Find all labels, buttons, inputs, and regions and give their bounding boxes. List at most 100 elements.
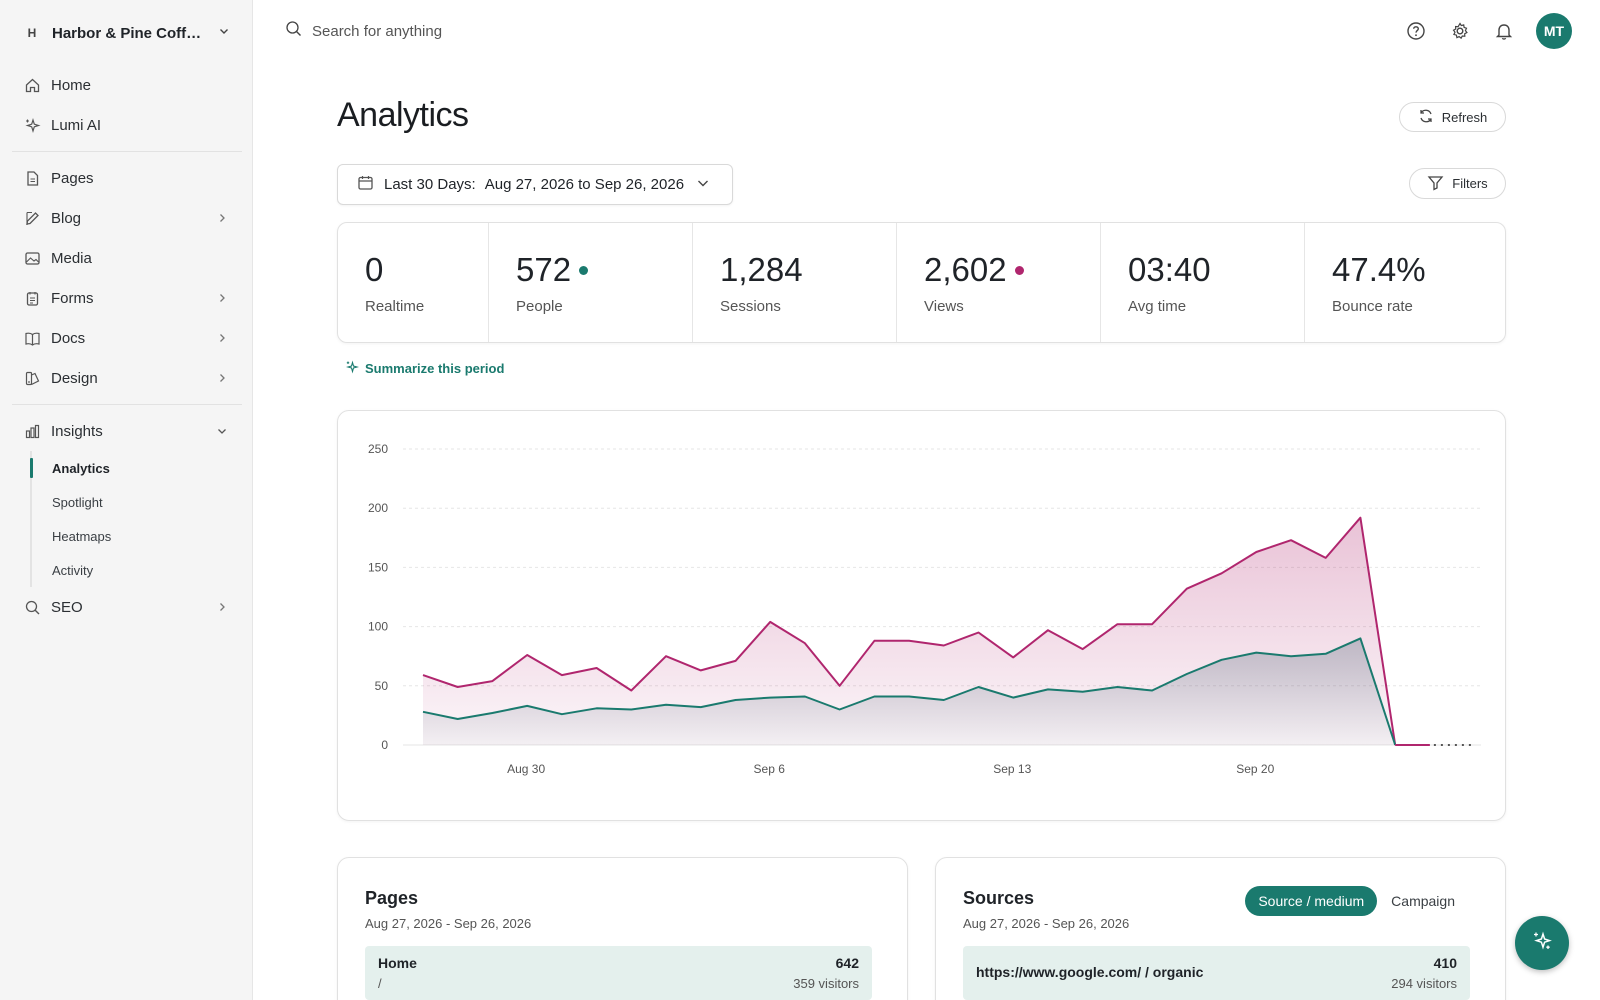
divider <box>12 404 242 405</box>
sidebar-item-activity[interactable]: Activity <box>52 562 94 578</box>
sidebar-item-docs[interactable]: Docs <box>12 318 242 358</box>
row-value: 642 <box>835 955 859 971</box>
sidebar: H Harbor & Pine Coff… Home Lumi AI Pages… <box>0 0 253 1000</box>
views-area <box>423 517 1396 745</box>
bell-icon[interactable] <box>1492 19 1516 43</box>
row-visitors: 294 visitors <box>1391 976 1457 991</box>
sidebar-item-seo[interactable]: SEO <box>12 587 242 627</box>
sidebar-item-blog[interactable]: Blog <box>12 198 242 238</box>
sidebar-item-heatmaps[interactable]: Heatmaps <box>52 528 112 544</box>
refresh-label: Refresh <box>1441 109 1488 125</box>
page-icon <box>22 168 42 188</box>
date-range-value: Aug 27, 2026 to Sep 26, 2026 <box>484 176 685 193</box>
sidebar-item-pages[interactable]: Pages <box>12 158 242 198</box>
org-name: Harbor & Pine Coff… <box>52 24 202 42</box>
calendar-icon <box>357 174 374 195</box>
card-date-range: Aug 27, 2026 - Sep 26, 2026 <box>365 916 532 931</box>
stat-value: 1,284 <box>720 251 803 288</box>
sidebar-item-insights[interactable]: Insights <box>12 411 242 451</box>
stat-bounce-rate[interactable]: 47.4% Bounce rate <box>1305 223 1505 342</box>
row-visitors: 359 visitors <box>793 976 859 991</box>
refresh-icon <box>1418 108 1442 127</box>
divider <box>12 151 242 152</box>
stat-label: Sessions <box>720 298 781 315</box>
table-row[interactable]: https://www.google.com/ / organic 410 29… <box>963 946 1470 1000</box>
gear-icon[interactable] <box>1448 19 1472 43</box>
people-line <box>422 637 1397 746</box>
form-icon <box>22 288 42 308</box>
row-name: https://www.google.com/ / organic <box>976 964 1204 980</box>
image-icon <box>22 248 42 268</box>
stat-people[interactable]: 572 People <box>489 223 693 342</box>
stat-views[interactable]: 2,602 Views <box>897 223 1101 342</box>
sidebar-item-media[interactable]: Media <box>12 238 242 278</box>
search-bar[interactable]: Search for anything <box>285 20 442 42</box>
y-tick-label: 200 <box>368 501 388 515</box>
table-row[interactable]: Home / 642 359 visitors <box>365 946 872 1000</box>
sidebar-item-label: Lumi AI <box>51 116 102 134</box>
top-actions: MT <box>1384 13 1572 49</box>
sparkle-icon <box>22 115 42 135</box>
chevron-right-icon <box>216 211 228 228</box>
pages-card: Pages Aug 27, 2026 - Sep 26, 2026 Home /… <box>337 857 908 1000</box>
sidebar-item-label: Insights <box>51 422 103 440</box>
sources-card: Sources Aug 27, 2026 - Sep 26, 2026 Sour… <box>935 857 1506 1000</box>
stat-sessions[interactable]: 1,284 Sessions <box>693 223 897 342</box>
sidebar-item-spotlight[interactable]: Spotlight <box>52 494 103 510</box>
sparkle-icon <box>1531 930 1553 957</box>
stat-value: 03:40 <box>1128 251 1211 288</box>
x-tick-label: Sep 20 <box>1236 762 1274 776</box>
sidebar-item-analytics[interactable]: Analytics <box>30 451 242 485</box>
analytics-chart: 0 50 100 150 200 250 Aug 30 Sep 6 Sep 13 Sep 20 <box>368 442 1481 776</box>
filters-label: Filters <box>1452 176 1488 191</box>
sidebar-item-home[interactable]: Home <box>12 65 242 105</box>
avatar[interactable]: MT <box>1536 13 1572 49</box>
stat-label: Bounce rate <box>1332 298 1413 315</box>
y-tick-label: 50 <box>375 679 389 693</box>
sidebar-item-label: Forms <box>51 289 94 307</box>
sidebar-item-forms[interactable]: Forms <box>12 278 242 318</box>
source-tabs: Source / medium Campaign <box>1245 886 1469 916</box>
date-range-picker[interactable]: Last 30 Days: Aug 27, 2026 to Sep 26, 20… <box>337 164 733 205</box>
stat-value: 47.4% <box>1332 251 1426 288</box>
org-switcher[interactable]: H Harbor & Pine Coff… <box>22 22 234 44</box>
chevron-right-icon <box>216 600 228 617</box>
filters-button[interactable]: Filters <box>1409 168 1506 199</box>
ai-assistant-button[interactable] <box>1515 916 1569 970</box>
stat-label: Views <box>924 298 964 315</box>
tab-source-medium[interactable]: Source / medium <box>1245 886 1378 916</box>
help-icon[interactable] <box>1404 19 1428 43</box>
date-range-label: Last 30 Days: <box>384 176 476 193</box>
stat-realtime[interactable]: 0 Realtime <box>338 223 489 342</box>
chevron-right-icon <box>216 371 228 388</box>
chevron-down-icon <box>218 24 230 42</box>
y-tick-label: 150 <box>368 560 388 574</box>
people-area <box>423 638 1396 745</box>
sidebar-item-label: Blog <box>51 209 82 227</box>
sidebar-item-label: Design <box>51 369 98 387</box>
stat-value: 572 <box>516 251 572 288</box>
tab-campaign[interactable]: Campaign <box>1391 893 1455 909</box>
search-icon <box>285 20 302 42</box>
row-value: 410 <box>1433 955 1457 971</box>
stat-avg-time[interactable]: 03:40 Avg time <box>1101 223 1305 342</box>
chevron-down-icon <box>216 424 228 441</box>
search-input[interactable]: Search for anything <box>312 22 443 40</box>
chevron-down-icon <box>696 176 710 194</box>
sidebar-item-design[interactable]: Design <box>12 358 242 398</box>
refresh-button[interactable]: Refresh <box>1399 102 1506 132</box>
y-tick-label: 100 <box>368 620 388 634</box>
analytics-chart-card: 0 50 100 150 200 250 Aug 30 Sep 6 Sep 13 Sep 20 <box>337 410 1506 821</box>
x-tick-label: Sep 6 <box>754 762 786 776</box>
book-icon <box>22 328 42 348</box>
palette-icon <box>22 368 42 388</box>
card-title: Sources <box>963 888 1035 908</box>
sidebar-item-lumi-ai[interactable]: Lumi AI <box>12 105 242 145</box>
page-title: Analytics <box>337 96 469 134</box>
summarize-link[interactable]: Summarize this period <box>345 360 504 377</box>
stats-panel: 0 Realtime 572 People 1,284 Sessions 2,6… <box>337 222 1506 343</box>
views-line <box>422 516 1397 746</box>
card-title: Pages <box>365 888 419 908</box>
series-dot-people <box>579 265 589 275</box>
filter-icon <box>1427 174 1452 194</box>
